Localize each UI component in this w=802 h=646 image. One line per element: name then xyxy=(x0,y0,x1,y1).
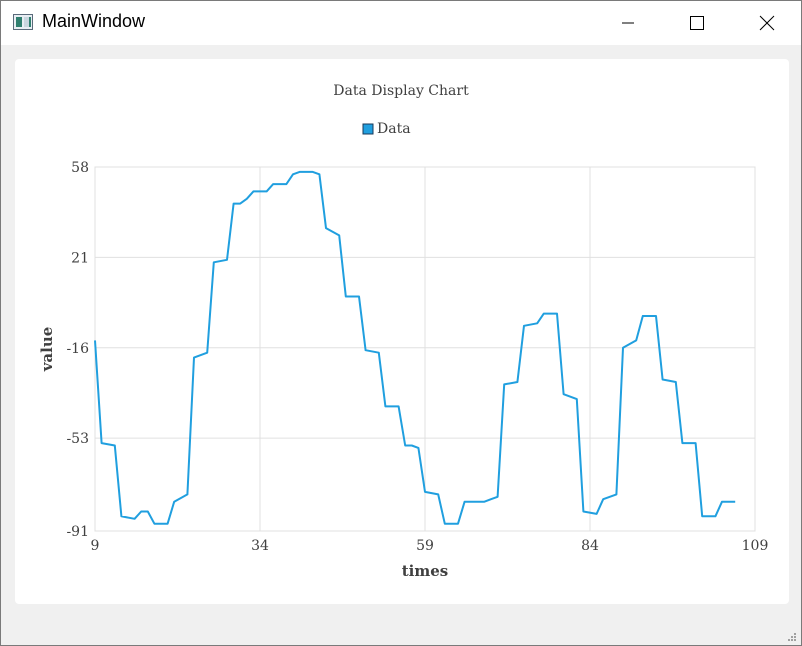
x-tick-label: 59 xyxy=(416,538,434,554)
series-line-data xyxy=(94,170,736,525)
maximize-button[interactable] xyxy=(674,1,720,45)
x-tick-label: 34 xyxy=(251,538,269,554)
y-axis-title: value xyxy=(38,327,56,373)
y-tick-label: -53 xyxy=(66,431,89,447)
x-axis-title: times xyxy=(402,562,449,580)
close-button[interactable] xyxy=(744,1,790,45)
chart-title: Data Display Chart xyxy=(333,83,469,99)
close-icon xyxy=(759,15,775,31)
x-tick-label: 9 xyxy=(91,538,100,554)
minimize-icon xyxy=(622,22,634,24)
maximize-icon xyxy=(690,16,704,30)
title-bar[interactable]: MainWindow xyxy=(1,1,801,45)
chart-legend[interactable]: Data xyxy=(362,121,411,137)
legend-label: Data xyxy=(377,121,411,137)
app-window-icon xyxy=(13,14,33,30)
x-tick-label: 84 xyxy=(581,538,599,554)
minimize-button[interactable] xyxy=(605,1,651,45)
series-layer xyxy=(94,170,736,525)
resize-grip-icon[interactable] xyxy=(787,632,797,642)
grid-layer xyxy=(94,166,756,532)
legend-marker xyxy=(362,123,374,135)
y-tick-label: -16 xyxy=(66,341,89,357)
window-title: MainWindow xyxy=(42,11,146,31)
y-tick-label: -91 xyxy=(66,524,89,540)
chart-canvas: Data Display Chart Data 9 34 59 84 109 58 21 -1… xyxy=(38,83,768,580)
y-tick-label: 21 xyxy=(71,250,89,266)
y-tick-label: 58 xyxy=(71,160,89,176)
axis-layer: 9 34 59 84 109 58 21 -16 -53 -91 xyxy=(66,160,768,554)
x-tick-label: 109 xyxy=(742,538,769,554)
chart-view[interactable]: Data Display Chart Data 9 34 59 84 109 58 21 -1… xyxy=(15,59,789,604)
